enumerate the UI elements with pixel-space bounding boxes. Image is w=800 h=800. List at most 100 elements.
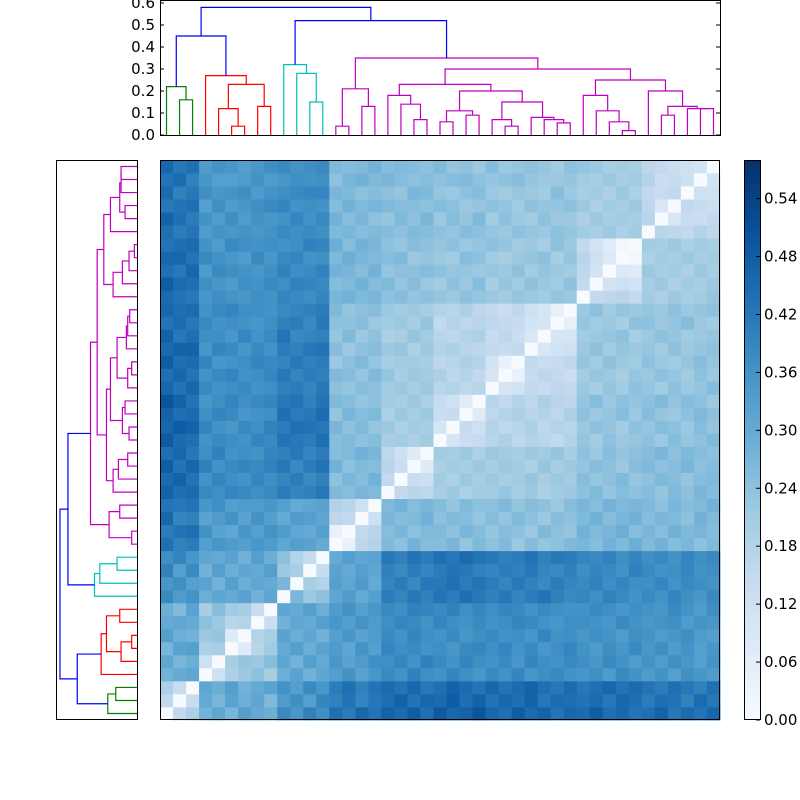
- heatmap-cell: [498, 303, 513, 317]
- heatmap-cell: [628, 264, 643, 278]
- heatmap-cell: [264, 472, 278, 486]
- heatmap-cell: [537, 251, 552, 265]
- heatmap-cell: [290, 303, 304, 317]
- heatmap-cell: [472, 355, 486, 369]
- heatmap-cell: [667, 433, 682, 447]
- heatmap-cell: [277, 641, 291, 656]
- heatmap-cell: [199, 563, 213, 578]
- heatmap-cell: [290, 446, 304, 460]
- heatmap-cell: [225, 459, 239, 473]
- heatmap-cell: [524, 498, 539, 513]
- heatmap-cell: [199, 524, 213, 539]
- heatmap-cell: [537, 628, 552, 643]
- dendrogram-link: [124, 204, 137, 220]
- heatmap-cell: [355, 173, 369, 187]
- heatmap-cell: [290, 394, 304, 408]
- heatmap-cell: [381, 329, 395, 343]
- heatmap-cell: [355, 550, 369, 565]
- heatmap-cell: [277, 589, 291, 604]
- heatmap-cell: [290, 563, 304, 578]
- heatmap-cell: [290, 498, 304, 513]
- heatmap-cell: [641, 485, 656, 500]
- heatmap-cell: [329, 355, 343, 369]
- heatmap-cell: [407, 407, 421, 421]
- heatmap-cell: [693, 342, 708, 356]
- heatmap-cell: [264, 706, 278, 721]
- heatmap-cell: [186, 342, 200, 356]
- heatmap-cell: [472, 615, 486, 630]
- heatmap-cell: [615, 277, 630, 291]
- heatmap-cell: [368, 290, 382, 304]
- heatmap-cell: [407, 550, 421, 565]
- heatmap-cell: [446, 316, 460, 330]
- dendrogram-link: [128, 426, 137, 441]
- heatmap-cell: [459, 706, 473, 721]
- heatmap-cell: [225, 420, 239, 434]
- heatmap-cell: [251, 277, 265, 291]
- heatmap-cell: [199, 355, 213, 369]
- heatmap-cell: [693, 680, 708, 695]
- heatmap-cell: [303, 199, 317, 213]
- heatmap-cell: [537, 693, 552, 708]
- heatmap-cell: [407, 381, 421, 395]
- heatmap-cell: [563, 654, 578, 669]
- heatmap-cell: [303, 355, 317, 369]
- heatmap-cell: [212, 459, 226, 473]
- heatmap-cell: [342, 524, 356, 539]
- heatmap-cell: [394, 667, 408, 682]
- heatmap-cell: [654, 576, 669, 591]
- heatmap-cell: [589, 407, 604, 421]
- heatmap-cell: [160, 511, 174, 526]
- heatmap-cell: [186, 524, 200, 539]
- heatmap-cell: [485, 238, 500, 252]
- heatmap-cell: [485, 537, 500, 552]
- heatmap-cell: [316, 680, 330, 695]
- heatmap-cell: [264, 290, 278, 304]
- heatmap-cell: [407, 615, 421, 630]
- heatmap-cell: [381, 225, 395, 239]
- heatmap-cell: [472, 303, 486, 317]
- heatmap-cell: [446, 576, 460, 591]
- heatmap-cell: [680, 420, 695, 434]
- heatmap-cell: [615, 537, 630, 552]
- dendrogram-link: [335, 125, 350, 135]
- heatmap-cell: [511, 641, 526, 656]
- heatmap-cell: [199, 251, 213, 265]
- heatmap-cell: [433, 199, 447, 213]
- heatmap-cell: [667, 368, 682, 382]
- heatmap-cell: [173, 446, 187, 460]
- heatmap-cell: [589, 602, 604, 617]
- heatmap-cell: [680, 576, 695, 591]
- heatmap-cell: [628, 641, 643, 656]
- dendrogram-link: [133, 244, 137, 259]
- heatmap-cell: [615, 602, 630, 617]
- heatmap-cell: [680, 433, 695, 447]
- heatmap-cell: [537, 550, 552, 565]
- heatmap-cell: [654, 602, 669, 617]
- heatmap-cell: [550, 446, 565, 460]
- heatmap-cell: [329, 316, 343, 330]
- heatmap-cell: [212, 407, 226, 421]
- heatmap-cell: [602, 316, 617, 330]
- heatmap-cell: [615, 212, 630, 226]
- heatmap-cell: [368, 368, 382, 382]
- heatmap-cell: [368, 537, 382, 552]
- dendrogram-link: [465, 114, 480, 135]
- heatmap-cell: [615, 225, 630, 239]
- heatmap-cell: [420, 316, 434, 330]
- heatmap-cell: [446, 615, 460, 630]
- heatmap-cell: [368, 680, 382, 695]
- heatmap-cell: [667, 355, 682, 369]
- heatmap-cell: [602, 615, 617, 630]
- heatmap-cell: [173, 459, 187, 473]
- heatmap-cell: [485, 407, 500, 421]
- heatmap-cell: [550, 680, 565, 695]
- heatmap-cell: [472, 550, 486, 565]
- heatmap-cell: [576, 563, 591, 578]
- heatmap-cell: [303, 186, 317, 200]
- heatmap-cell: [589, 667, 604, 682]
- heatmap-cell: [238, 199, 252, 213]
- heatmap-cell: [251, 433, 265, 447]
- heatmap-cell: [511, 212, 526, 226]
- heatmap-cell: [537, 433, 552, 447]
